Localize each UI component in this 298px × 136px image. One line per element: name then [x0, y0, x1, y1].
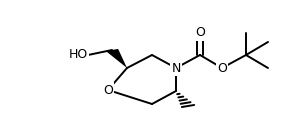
- Text: O: O: [103, 84, 113, 97]
- Polygon shape: [106, 49, 127, 68]
- Text: HO: HO: [68, 49, 88, 61]
- Text: N: N: [171, 61, 181, 75]
- Text: O: O: [195, 27, 205, 39]
- Text: O: O: [217, 61, 227, 75]
